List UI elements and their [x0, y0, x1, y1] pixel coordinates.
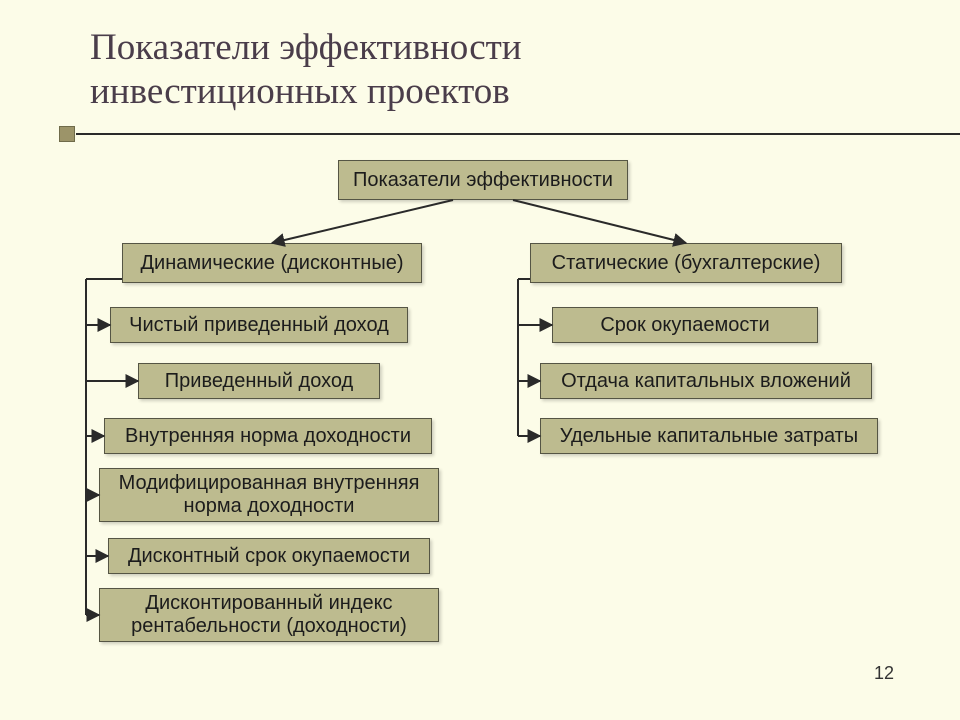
node-d2: Приведенный доход: [138, 363, 380, 399]
node-s1: Срок окупаемости: [552, 307, 818, 343]
title-line-1: Показатели эффективности: [90, 26, 522, 70]
node-dynamic-label: Динамические (дисконтные): [141, 252, 404, 275]
node-root-label: Показатели эффективности: [353, 169, 613, 192]
node-d1: Чистый приведенный доход: [110, 307, 408, 343]
page-number: 12: [874, 663, 894, 684]
node-d2-label: Приведенный доход: [165, 370, 353, 393]
node-root: Показатели эффективности: [338, 160, 628, 200]
node-s3-label: Удельные капитальные затраты: [560, 425, 858, 448]
slide-title: Показатели эффективности инвестиционных …: [90, 26, 522, 115]
node-d5-label: Дисконтный срок окупаемости: [128, 545, 410, 568]
title-rule-marker: [59, 126, 75, 142]
node-d3-label: Внутренняя норма доходности: [125, 425, 411, 448]
title-line-2: инвестиционных проектов: [90, 70, 522, 114]
node-dynamic: Динамические (дисконтные): [122, 243, 422, 283]
node-static-label: Статические (бухгалтерские): [552, 252, 821, 275]
node-s1-label: Срок окупаемости: [600, 314, 769, 337]
node-s2: Отдача капитальных вложений: [540, 363, 872, 399]
node-d6: Дисконтированный индекс рентабельности (…: [99, 588, 439, 642]
node-d6-label: Дисконтированный индекс рентабельности (…: [108, 592, 430, 638]
node-d3: Внутренняя норма доходности: [104, 418, 432, 454]
node-static: Статические (бухгалтерские): [530, 243, 842, 283]
node-s2-label: Отдача капитальных вложений: [561, 370, 851, 393]
title-rule-line: [76, 133, 960, 135]
node-d1-label: Чистый приведенный доход: [129, 314, 389, 337]
node-d5: Дисконтный срок окупаемости: [108, 538, 430, 574]
node-s3: Удельные капитальные затраты: [540, 418, 878, 454]
node-d4-label: Модифицированная внутренняя норма доходн…: [108, 472, 430, 518]
node-d4: Модифицированная внутренняя норма доходн…: [99, 468, 439, 522]
